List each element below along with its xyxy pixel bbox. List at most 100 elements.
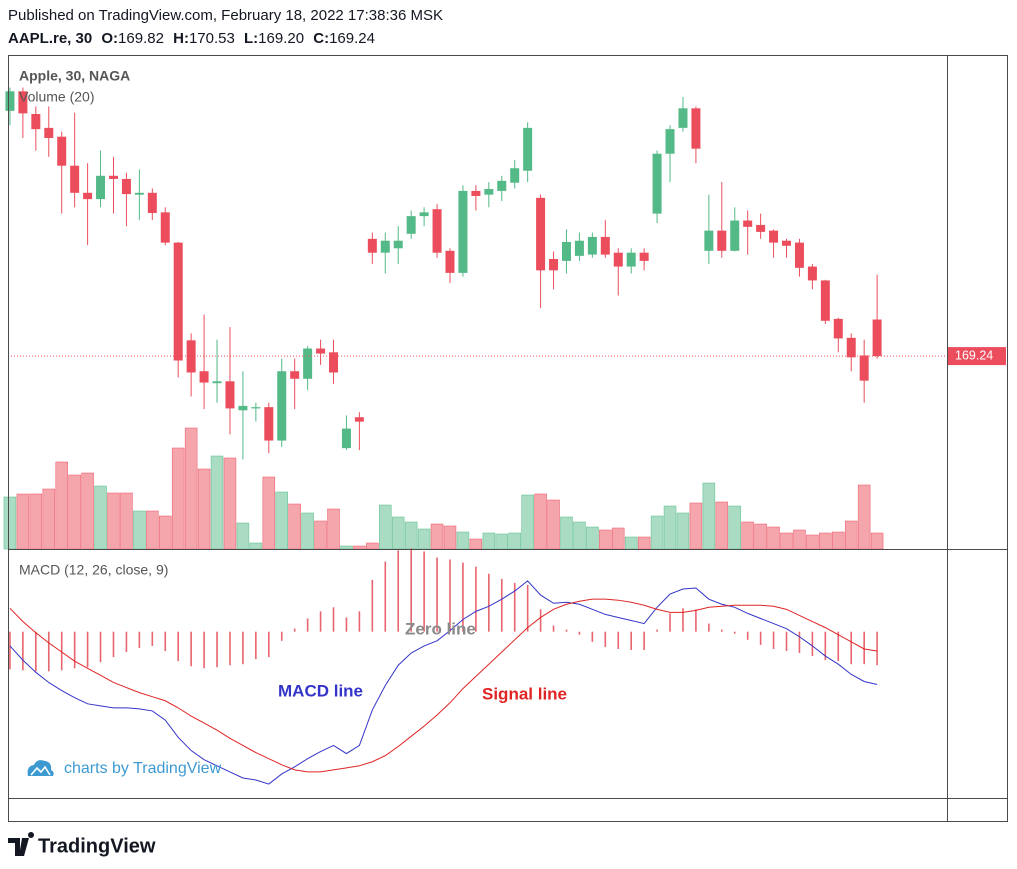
histogram-bar bbox=[708, 623, 710, 632]
candle-body bbox=[329, 352, 339, 373]
volume-bar bbox=[327, 508, 340, 550]
ohlc-key: H: bbox=[173, 30, 189, 47]
volume-bar bbox=[767, 526, 780, 550]
volume-bar bbox=[689, 502, 703, 550]
ohlc-line: AAPL.re, 30 O:169.82 H:170.53 L:169.20 C… bbox=[8, 30, 375, 47]
candle-body bbox=[160, 212, 170, 243]
histogram-bar bbox=[99, 631, 102, 663]
histogram-bar bbox=[876, 631, 878, 666]
volume-bar bbox=[379, 504, 392, 550]
histogram-bar bbox=[630, 631, 632, 650]
histogram-bar bbox=[280, 631, 283, 641]
candle-body bbox=[523, 127, 533, 171]
histogram-bar bbox=[306, 618, 309, 632]
volume-bar bbox=[29, 493, 43, 550]
candle-body bbox=[251, 407, 261, 409]
histogram-bar bbox=[850, 631, 853, 665]
candle-body bbox=[31, 114, 41, 130]
histogram-bar bbox=[22, 631, 24, 671]
volume-bar bbox=[184, 427, 198, 550]
histogram-bar bbox=[669, 613, 671, 632]
candle-body bbox=[794, 242, 804, 268]
histogram-bar bbox=[462, 562, 464, 632]
volume-bar bbox=[340, 545, 353, 550]
volume-bar bbox=[832, 531, 845, 550]
ohlc-value: 169.20 bbox=[258, 30, 304, 47]
candle-body bbox=[652, 153, 662, 214]
candle-body bbox=[316, 348, 326, 354]
candle-body bbox=[458, 190, 468, 273]
volume-bar bbox=[534, 493, 547, 550]
candle-body bbox=[587, 236, 597, 255]
histogram-bar bbox=[733, 631, 736, 634]
histogram-bar bbox=[60, 631, 63, 671]
histogram-bar bbox=[203, 631, 205, 669]
volume-bar bbox=[146, 510, 159, 550]
candle-body bbox=[238, 405, 248, 411]
signal-line-annotation: Signal line bbox=[482, 684, 567, 703]
marks-layer bbox=[3, 87, 947, 785]
ohlc-value: 169.82 bbox=[118, 30, 164, 47]
candle-body bbox=[432, 209, 442, 253]
volume-bar bbox=[624, 536, 638, 550]
histogram-bar bbox=[293, 628, 296, 632]
volume-bar bbox=[819, 532, 832, 550]
candle-body bbox=[820, 280, 830, 321]
histogram-bar bbox=[565, 629, 568, 632]
volume-bar bbox=[288, 503, 301, 550]
volume-bar bbox=[728, 505, 742, 550]
histogram-bar bbox=[319, 611, 322, 632]
volume-bar bbox=[275, 491, 289, 550]
candle-body bbox=[536, 197, 546, 271]
candle-body bbox=[471, 190, 481, 196]
candle-body bbox=[147, 192, 157, 213]
candle-body bbox=[367, 238, 377, 253]
volume-bar bbox=[404, 521, 418, 550]
candle-body bbox=[678, 108, 688, 128]
volume-bar bbox=[197, 468, 211, 550]
volume-bar bbox=[611, 527, 625, 550]
candle-body bbox=[600, 236, 610, 255]
volume-bar bbox=[806, 534, 819, 550]
volume-bar bbox=[637, 536, 651, 550]
volume-bar bbox=[560, 516, 573, 550]
histogram-bar bbox=[656, 629, 658, 632]
histogram-bar bbox=[345, 617, 348, 632]
candle-body bbox=[341, 428, 351, 449]
histogram-bar bbox=[397, 550, 400, 632]
published-line: Published on TradingView.com, February 1… bbox=[8, 7, 443, 24]
histogram-bar bbox=[267, 631, 270, 658]
volume-bar bbox=[521, 494, 534, 550]
candle-body bbox=[83, 192, 93, 200]
candle-body bbox=[303, 348, 313, 379]
histogram-bar bbox=[526, 584, 529, 632]
candle-body bbox=[846, 337, 856, 358]
footer-brand: TradingView bbox=[38, 835, 156, 857]
candle-body bbox=[108, 175, 118, 179]
candle-body bbox=[574, 240, 584, 256]
volume-bar bbox=[456, 531, 470, 550]
histogram-bar bbox=[216, 631, 218, 668]
candle-body bbox=[639, 252, 649, 261]
candle-body bbox=[769, 230, 779, 243]
candle-body bbox=[730, 220, 740, 251]
histogram-bar bbox=[177, 631, 179, 662]
volume-bar bbox=[702, 482, 716, 550]
volume-bar bbox=[780, 532, 793, 550]
histogram-bar bbox=[488, 573, 490, 632]
volume-bar bbox=[210, 455, 224, 550]
histogram-bar bbox=[863, 631, 865, 665]
histogram-bar bbox=[720, 629, 723, 632]
histogram-bar bbox=[539, 609, 542, 632]
histogram-bar bbox=[552, 625, 555, 632]
histogram-bar bbox=[242, 631, 244, 665]
histogram-bar bbox=[578, 631, 581, 635]
histogram-bar bbox=[837, 631, 840, 662]
candle-body bbox=[561, 241, 571, 261]
candle-body bbox=[691, 108, 701, 149]
candle-body bbox=[704, 230, 714, 251]
series-line bbox=[9, 598, 878, 773]
histogram-bar bbox=[73, 631, 76, 669]
volume-bar bbox=[443, 525, 457, 550]
